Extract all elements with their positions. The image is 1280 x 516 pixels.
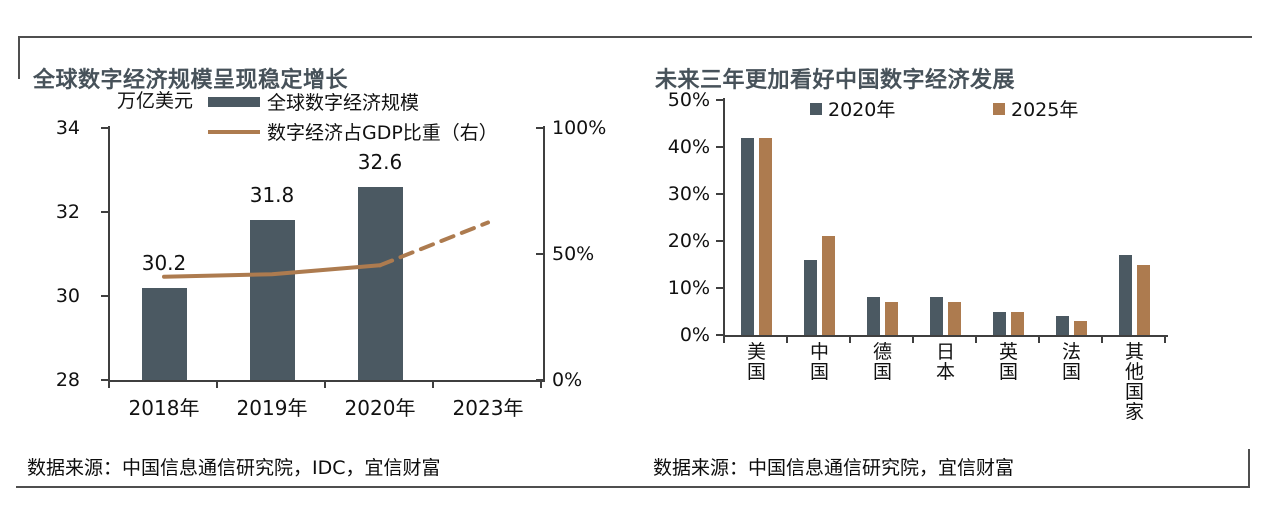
axis-tick: [1164, 335, 1166, 343]
bar: [867, 297, 880, 335]
y-tick-label: 0%: [679, 324, 710, 346]
bar: [1074, 320, 1087, 335]
axis-tick: [101, 379, 108, 381]
bar-value-label: 30.2: [141, 250, 187, 275]
bar: [993, 311, 1006, 335]
bar: [948, 302, 961, 335]
frame-top-line: [18, 36, 1252, 38]
axis-tick: [1038, 335, 1040, 343]
frame-right-stub: [1248, 449, 1250, 488]
left-legend-line-item: 数字经济占GDP比重（右）: [208, 118, 498, 145]
right-y-axis: [543, 126, 545, 382]
y-tick-label: 32: [55, 201, 80, 223]
right-chart-y-axis: [723, 98, 725, 337]
x-category-label: 其 他 国 家: [1124, 341, 1144, 424]
y-tick-label: 34: [55, 117, 80, 139]
y-tick-label: 50%: [552, 243, 595, 265]
axis-tick: [216, 380, 218, 388]
bar: [1011, 311, 1024, 335]
bar: [141, 287, 187, 380]
axis-tick: [540, 380, 542, 388]
left-legend-line-label: 数字经济占GDP比重（右）: [267, 122, 498, 144]
x-category-label: 2020年: [344, 396, 416, 420]
bar: [357, 186, 403, 380]
x-category-label: 中 国: [809, 341, 829, 384]
bar: [1119, 255, 1132, 335]
axis-tick: [716, 334, 723, 336]
y-tick-label: 30: [55, 285, 80, 307]
bar: [885, 302, 898, 335]
bar: [249, 220, 295, 380]
right-chart-title: 未来三年更加看好中国数字经济发展: [655, 68, 1016, 94]
bar: [804, 259, 817, 335]
x-category-label: 德 国: [872, 341, 892, 384]
left-legend-bar-label: 全球数字经济规模: [267, 92, 420, 114]
axis-tick: [975, 335, 977, 343]
bar: [930, 297, 943, 335]
axis-tick: [536, 127, 543, 129]
right-legend-2025-item: 2025年: [993, 95, 1078, 122]
y-tick-label: 50%: [667, 89, 710, 111]
y-tick-label: 100%: [552, 117, 607, 139]
left-source-note: 数据来源：中国信息通信研究院，IDC，宜信财富: [27, 457, 441, 479]
axis-tick: [101, 211, 108, 213]
legend-2020-swatch-icon: [810, 102, 822, 115]
axis-tick: [912, 335, 914, 343]
x-category-label: 美 国: [746, 341, 766, 384]
axis-tick: [536, 379, 543, 381]
right-chart-x-axis: [723, 335, 1168, 337]
legend-2025-swatch-icon: [993, 102, 1005, 115]
x-category-label: 2023年: [452, 396, 524, 420]
axis-tick: [716, 287, 723, 289]
right-legend-2020-label: 2020年: [828, 99, 896, 121]
x-axis: [108, 380, 545, 382]
frame-bottom-line: [16, 486, 1250, 488]
right-source-note: 数据来源：中国信息通信研究院，宜信财富: [653, 457, 1015, 479]
axis-tick: [849, 335, 851, 343]
axis-tick: [101, 127, 108, 129]
axis-tick: [716, 240, 723, 242]
axis-tick: [716, 193, 723, 195]
x-category-label: 英 国: [998, 341, 1018, 384]
right-legend-2020-item: 2020年: [810, 95, 895, 122]
x-category-label: 2019年: [236, 396, 308, 420]
bar-value-label: 31.8: [249, 183, 295, 208]
y-tick-label: 40%: [667, 136, 710, 158]
axis-tick: [432, 380, 434, 388]
y-tick-label: 0%: [552, 369, 583, 391]
bar: [1137, 264, 1150, 335]
frame-left-stub: [18, 36, 20, 79]
axis-tick: [716, 99, 723, 101]
right-legend-2025-label: 2025年: [1011, 99, 1079, 121]
left-axis-unit-label: 万亿美元: [117, 90, 194, 112]
bar: [822, 236, 835, 335]
axis-tick: [1101, 335, 1103, 343]
legend-line-swatch-icon: [208, 129, 260, 134]
x-category-label: 2018年: [128, 396, 200, 420]
axis-tick: [536, 253, 543, 255]
y-tick-label: 30%: [667, 183, 710, 205]
axis-tick: [723, 335, 725, 343]
bar-value-label: 32.6: [357, 149, 403, 174]
bar: [1056, 316, 1069, 335]
y-tick-label: 20%: [667, 230, 710, 252]
y-tick-label: 10%: [667, 277, 710, 299]
axis-tick: [101, 295, 108, 297]
y-tick-label: 28: [55, 369, 80, 391]
axis-tick: [324, 380, 326, 388]
bar: [759, 137, 772, 335]
x-category-label: 日 本: [935, 341, 955, 384]
left-legend-bar-item: 全球数字经济规模: [208, 88, 419, 115]
bar: [741, 137, 754, 335]
axis-tick: [108, 380, 110, 388]
x-category-label: 法 国: [1061, 341, 1081, 384]
axis-tick: [786, 335, 788, 343]
left-chart-title: 全球数字经济规模呈现稳定增长: [33, 68, 349, 94]
left-y-axis: [108, 126, 110, 382]
axis-tick: [716, 146, 723, 148]
legend-bar-swatch-icon: [208, 96, 260, 107]
